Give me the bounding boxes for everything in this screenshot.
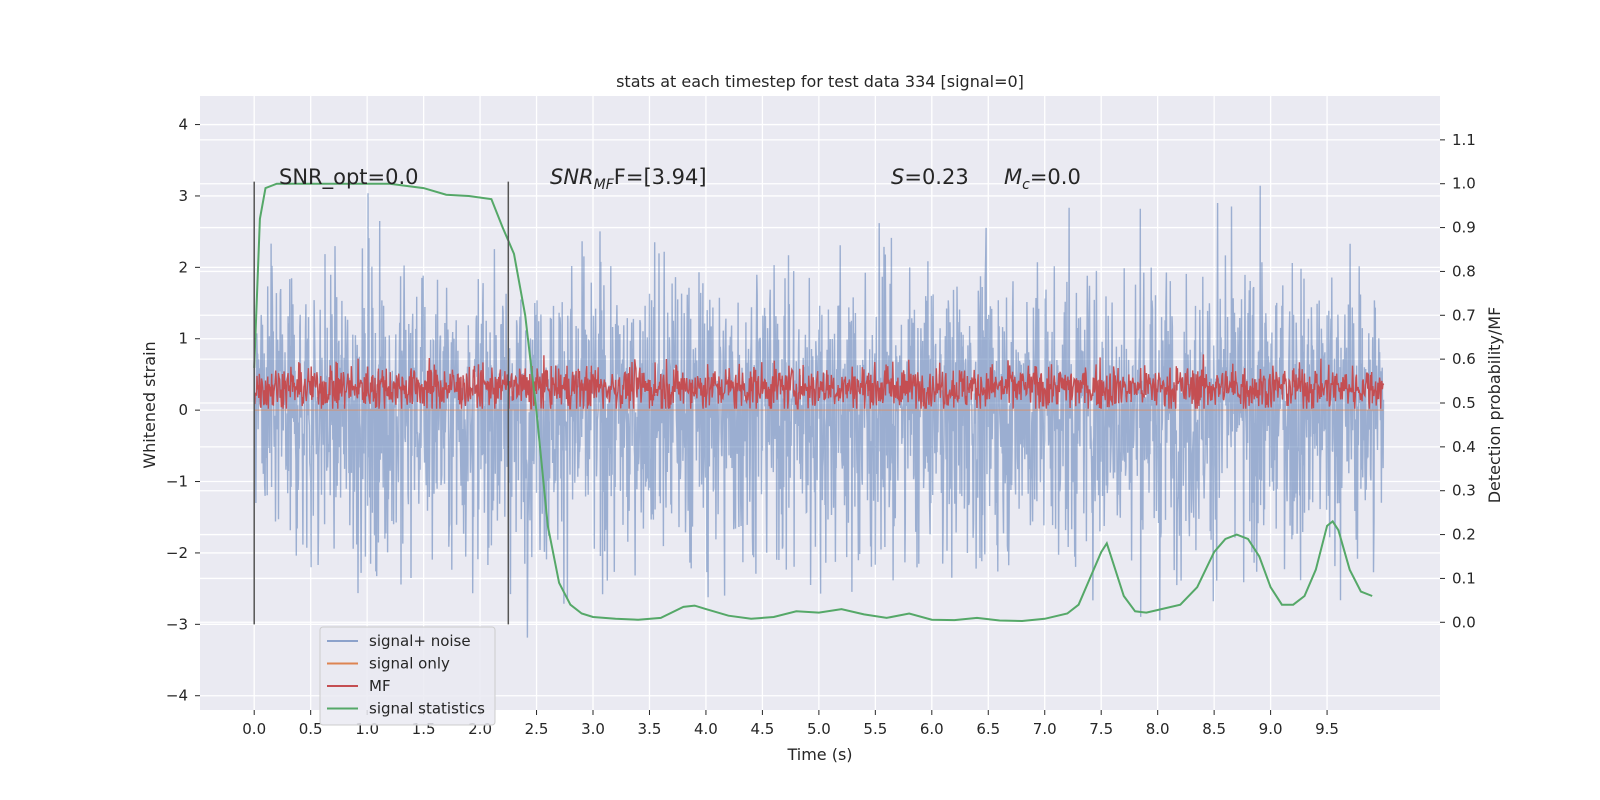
legend-box — [319, 626, 496, 726]
legend: signal+ noise signal only MF signal statist… — [319, 626, 496, 726]
y-right-tick-label: 1.1 — [1452, 131, 1476, 149]
y-right-tick-label: 0.3 — [1452, 482, 1476, 500]
annotation-snr-opt: SNR_opt=0.0 — [279, 165, 419, 190]
chart-title: stats at each timestep for test data 334… — [616, 72, 1024, 91]
x-tick-label: 0.0 — [242, 720, 266, 738]
annotation-snr-mf-main: SNR — [550, 165, 594, 189]
x-tick-label: 5.0 — [807, 720, 831, 738]
y-tick-label: −1 — [166, 473, 188, 491]
y-right-tick-label: 1.0 — [1452, 175, 1476, 193]
x-tick-label: 9.0 — [1259, 720, 1283, 738]
y-right-tick-label: 0.2 — [1452, 526, 1476, 544]
y-right-tick-label: 0.1 — [1452, 569, 1476, 587]
y-right-tick-label: 0.9 — [1452, 219, 1476, 237]
x-tick-label: 0.5 — [299, 720, 323, 738]
annotation-mc-sub: c — [1022, 177, 1030, 193]
x-tick-label: 4.0 — [694, 720, 718, 738]
x-tick-label: 6.5 — [976, 720, 1000, 738]
legend-label: signal+ noise — [369, 632, 471, 650]
annotation-s-main: S — [891, 165, 904, 189]
y-axis-left: −4 −3 −2 −1 0 1 2 3 4 — [166, 116, 200, 705]
y-tick-label: 4 — [178, 116, 188, 134]
annotation-snr-mf-rest: F=[3.94] — [614, 165, 707, 189]
annotation-s: S=0.23 — [891, 165, 969, 189]
x-tick-label: 4.5 — [750, 720, 774, 738]
series-line-mf — [253, 354, 1385, 410]
x-tick-label: 8.0 — [1146, 720, 1170, 738]
x-tick-label: 7.0 — [1033, 720, 1057, 738]
vertical-markers — [253, 181, 510, 625]
y-tick-label: 0 — [178, 401, 188, 419]
x-tick-label: 7.5 — [1089, 720, 1113, 738]
y-right-tick-label: 0.6 — [1452, 350, 1476, 368]
x-tick-label: 9.5 — [1315, 720, 1339, 738]
y-right-tick-label: 0.4 — [1452, 438, 1476, 456]
y-tick-label: 1 — [178, 330, 188, 348]
x-tick-label: 6.0 — [920, 720, 944, 738]
annotation-mc-main: M — [1004, 165, 1022, 189]
x-axis-label: Time (s) — [786, 745, 852, 764]
series-layer — [253, 182, 1385, 638]
y-right-tick-label: 0.0 — [1452, 613, 1476, 631]
annotation-snr-mf: SNRMFF=[3.94] — [550, 165, 707, 193]
y-tick-label: 2 — [178, 258, 188, 276]
x-tick-label: 3.0 — [581, 720, 605, 738]
y-axis-label: Whitened strain — [140, 341, 159, 468]
legend-label: signal only — [369, 655, 450, 673]
x-axis: 0.0 0.5 1.0 1.5 2.0 2.5 3.0 3.5 4.0 4.5 5.0 5.5 6.0 6… — [242, 710, 1339, 738]
y-tick-label: −3 — [166, 615, 188, 633]
y-axis-right-label: Detection probability/MF — [1485, 307, 1504, 504]
y-tick-label: −2 — [166, 544, 188, 562]
legend-label: MF — [369, 677, 391, 695]
x-tick-label: 5.5 — [863, 720, 887, 738]
y-tick-label: 3 — [178, 187, 188, 205]
x-tick-label: 3.5 — [638, 720, 662, 738]
y-right-tick-label: 0.7 — [1452, 306, 1476, 324]
y-right-tick-label: 0.5 — [1452, 394, 1476, 412]
y-right-tick-label: 0.8 — [1452, 262, 1476, 280]
annotation-mc: Mc=0.0 — [1004, 165, 1081, 193]
y-tick-label: −4 — [166, 687, 188, 705]
annotation-mc-rest: =0.0 — [1030, 165, 1081, 189]
x-tick-label: 8.5 — [1202, 720, 1226, 738]
annotation-snr-mf-sub: MF — [594, 177, 615, 193]
y-axis-right: 0.0 0.1 0.2 0.3 0.4 0.5 0.6 0.7 0.8 0.9 1.0 1.1 — [1440, 131, 1476, 631]
legend-label: signal statistics — [369, 700, 485, 718]
series-line-signal-statistics — [253, 182, 1373, 623]
x-tick-label: 2.5 — [525, 720, 549, 738]
annotation-s-rest: =0.23 — [904, 165, 968, 189]
